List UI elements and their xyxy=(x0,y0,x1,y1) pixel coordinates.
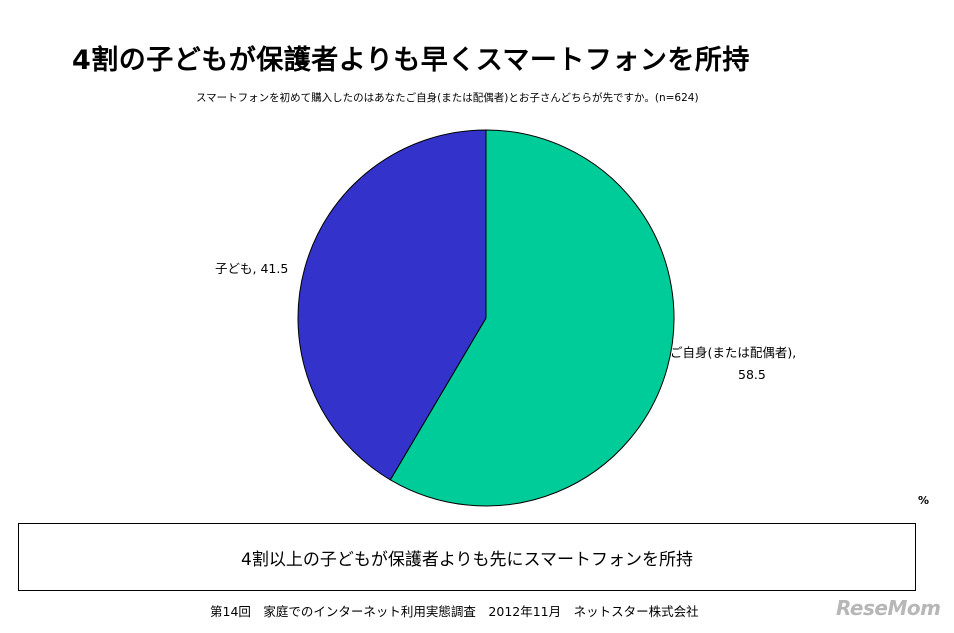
slice-label-self-value: 58.5 xyxy=(738,367,766,382)
chart-subtitle: スマートフォンを初めて購入したのはあなたご自身(または配偶者)とお子さんどちらが… xyxy=(196,92,699,104)
slice-label-self-name: ご自身(または配偶者) xyxy=(670,345,792,360)
pie-slices xyxy=(297,129,675,507)
unit-label: % xyxy=(918,494,930,507)
source-caption: 第14回 家庭でのインターネット利用実態調査 2012年11月 ネットスター株式… xyxy=(210,604,699,619)
summary-note-text: 4割以上の子どもが保護者よりも先にスマートフォンを所持 xyxy=(241,549,693,570)
slice-label-children-value: 41.5 xyxy=(260,261,288,276)
slice-label-children-name: 子ども xyxy=(215,261,253,276)
pie-slice-children xyxy=(297,129,487,481)
resemom-logo: ReseMom xyxy=(836,596,941,620)
slice-label-children: 子ども, 41.5 xyxy=(215,261,288,276)
slice-label-self: ご自身(または配偶者), xyxy=(670,345,796,360)
pie-slice-self xyxy=(389,129,675,507)
chart-title: 4割の子どもが保護者よりも早くスマートフォンを所持 xyxy=(72,45,750,76)
summary-note-box: 4割以上の子どもが保護者よりも先にスマートフォンを所持 xyxy=(18,523,916,591)
